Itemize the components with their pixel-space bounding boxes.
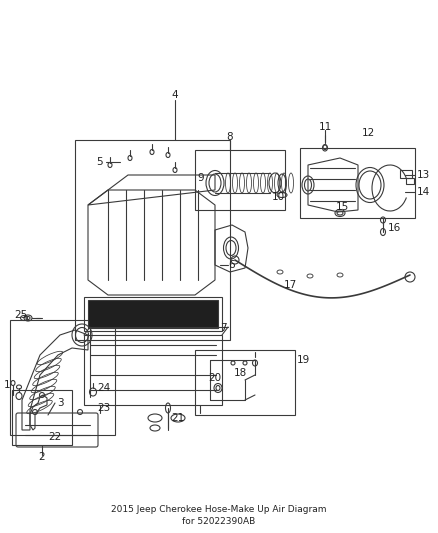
Text: 17: 17 <box>283 280 297 290</box>
Bar <box>12 390 72 445</box>
Text: 5: 5 <box>96 157 103 167</box>
Text: 9: 9 <box>197 173 204 183</box>
Text: 15: 15 <box>336 202 349 212</box>
Text: for 52022390AB: for 52022390AB <box>182 518 256 527</box>
Bar <box>10 320 115 435</box>
Text: 16: 16 <box>388 223 401 233</box>
Text: 14: 14 <box>417 187 430 197</box>
Text: 19: 19 <box>297 355 310 365</box>
Text: 8: 8 <box>227 132 233 142</box>
Text: 21: 21 <box>171 413 184 423</box>
Text: 13: 13 <box>417 170 430 180</box>
Text: 4: 4 <box>172 90 178 100</box>
Bar <box>84 297 222 331</box>
Bar <box>195 350 295 415</box>
Text: 18: 18 <box>233 368 247 378</box>
Text: 3: 3 <box>57 398 64 408</box>
Text: 1: 1 <box>4 380 11 390</box>
Text: 10: 10 <box>272 192 285 202</box>
Bar <box>88 300 218 328</box>
Bar <box>300 148 415 218</box>
Text: 22: 22 <box>48 432 62 442</box>
Text: 11: 11 <box>318 122 332 132</box>
Text: 24: 24 <box>97 383 110 393</box>
Text: 20: 20 <box>208 373 221 383</box>
Text: 12: 12 <box>361 128 374 138</box>
Text: 25: 25 <box>14 310 27 320</box>
Text: 2: 2 <box>39 452 45 462</box>
Bar <box>84 335 222 405</box>
Bar <box>406 178 414 184</box>
Bar <box>400 170 412 178</box>
Bar <box>195 150 285 210</box>
Text: 2015 Jeep Cherokee Hose-Make Up Air Diagram: 2015 Jeep Cherokee Hose-Make Up Air Diag… <box>111 505 327 514</box>
Text: 7: 7 <box>220 323 226 333</box>
Bar <box>75 140 230 340</box>
Text: 6: 6 <box>228 260 235 270</box>
Text: 23: 23 <box>97 403 110 413</box>
